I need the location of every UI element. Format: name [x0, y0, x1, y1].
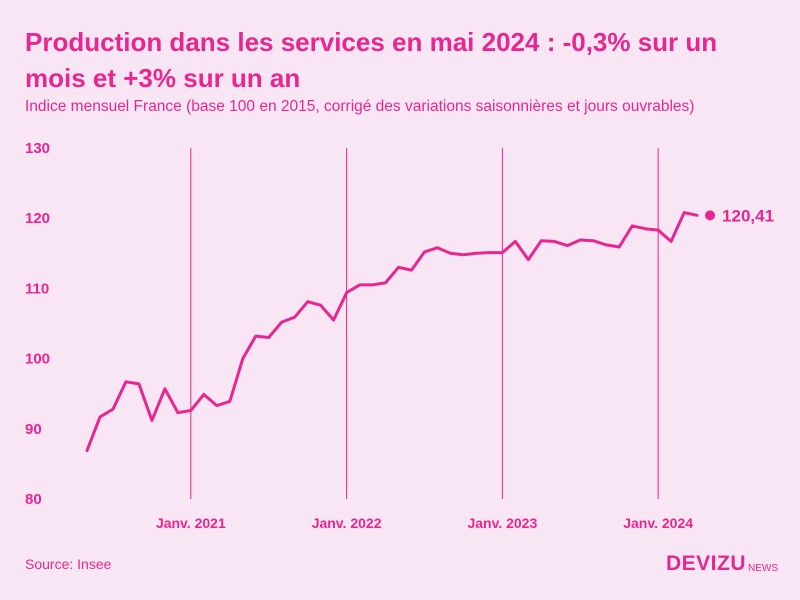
logo-text: DEVIZU	[665, 552, 746, 575]
x-tick-label: Janv. 2024	[623, 515, 693, 531]
logo-subtext: NEWS	[748, 563, 778, 574]
y-tick-label: 80	[25, 491, 42, 508]
chart-title: Production dans les services en mai 2024…	[25, 27, 718, 93]
series-group: 120,41	[85, 206, 774, 453]
source-note: Source: Insee	[25, 556, 112, 572]
x-axis: Janv. 2021 Janv. 2022 Janv. 2023 Janv. 2024	[156, 148, 693, 531]
y-tick-label: 110	[25, 280, 49, 297]
last-value-label: 120,41	[722, 206, 774, 225]
x-tick-label: Janv. 2022	[312, 515, 382, 531]
y-tick-label: 130	[25, 140, 50, 157]
y-tick-label: 120	[25, 210, 50, 227]
y-tick-label: 90	[25, 421, 42, 438]
last-point-marker	[705, 210, 716, 221]
chart-subtitle: Indice mensuel France (base 100 en 2015,…	[25, 98, 695, 115]
y-tick-label: 100	[25, 351, 50, 368]
series-line	[85, 211, 699, 453]
y-axis: 80 90 100 110 120 130	[25, 140, 50, 508]
x-tick-label: Janv. 2021	[156, 515, 226, 531]
x-tick-label: Janv. 2023	[467, 515, 537, 531]
